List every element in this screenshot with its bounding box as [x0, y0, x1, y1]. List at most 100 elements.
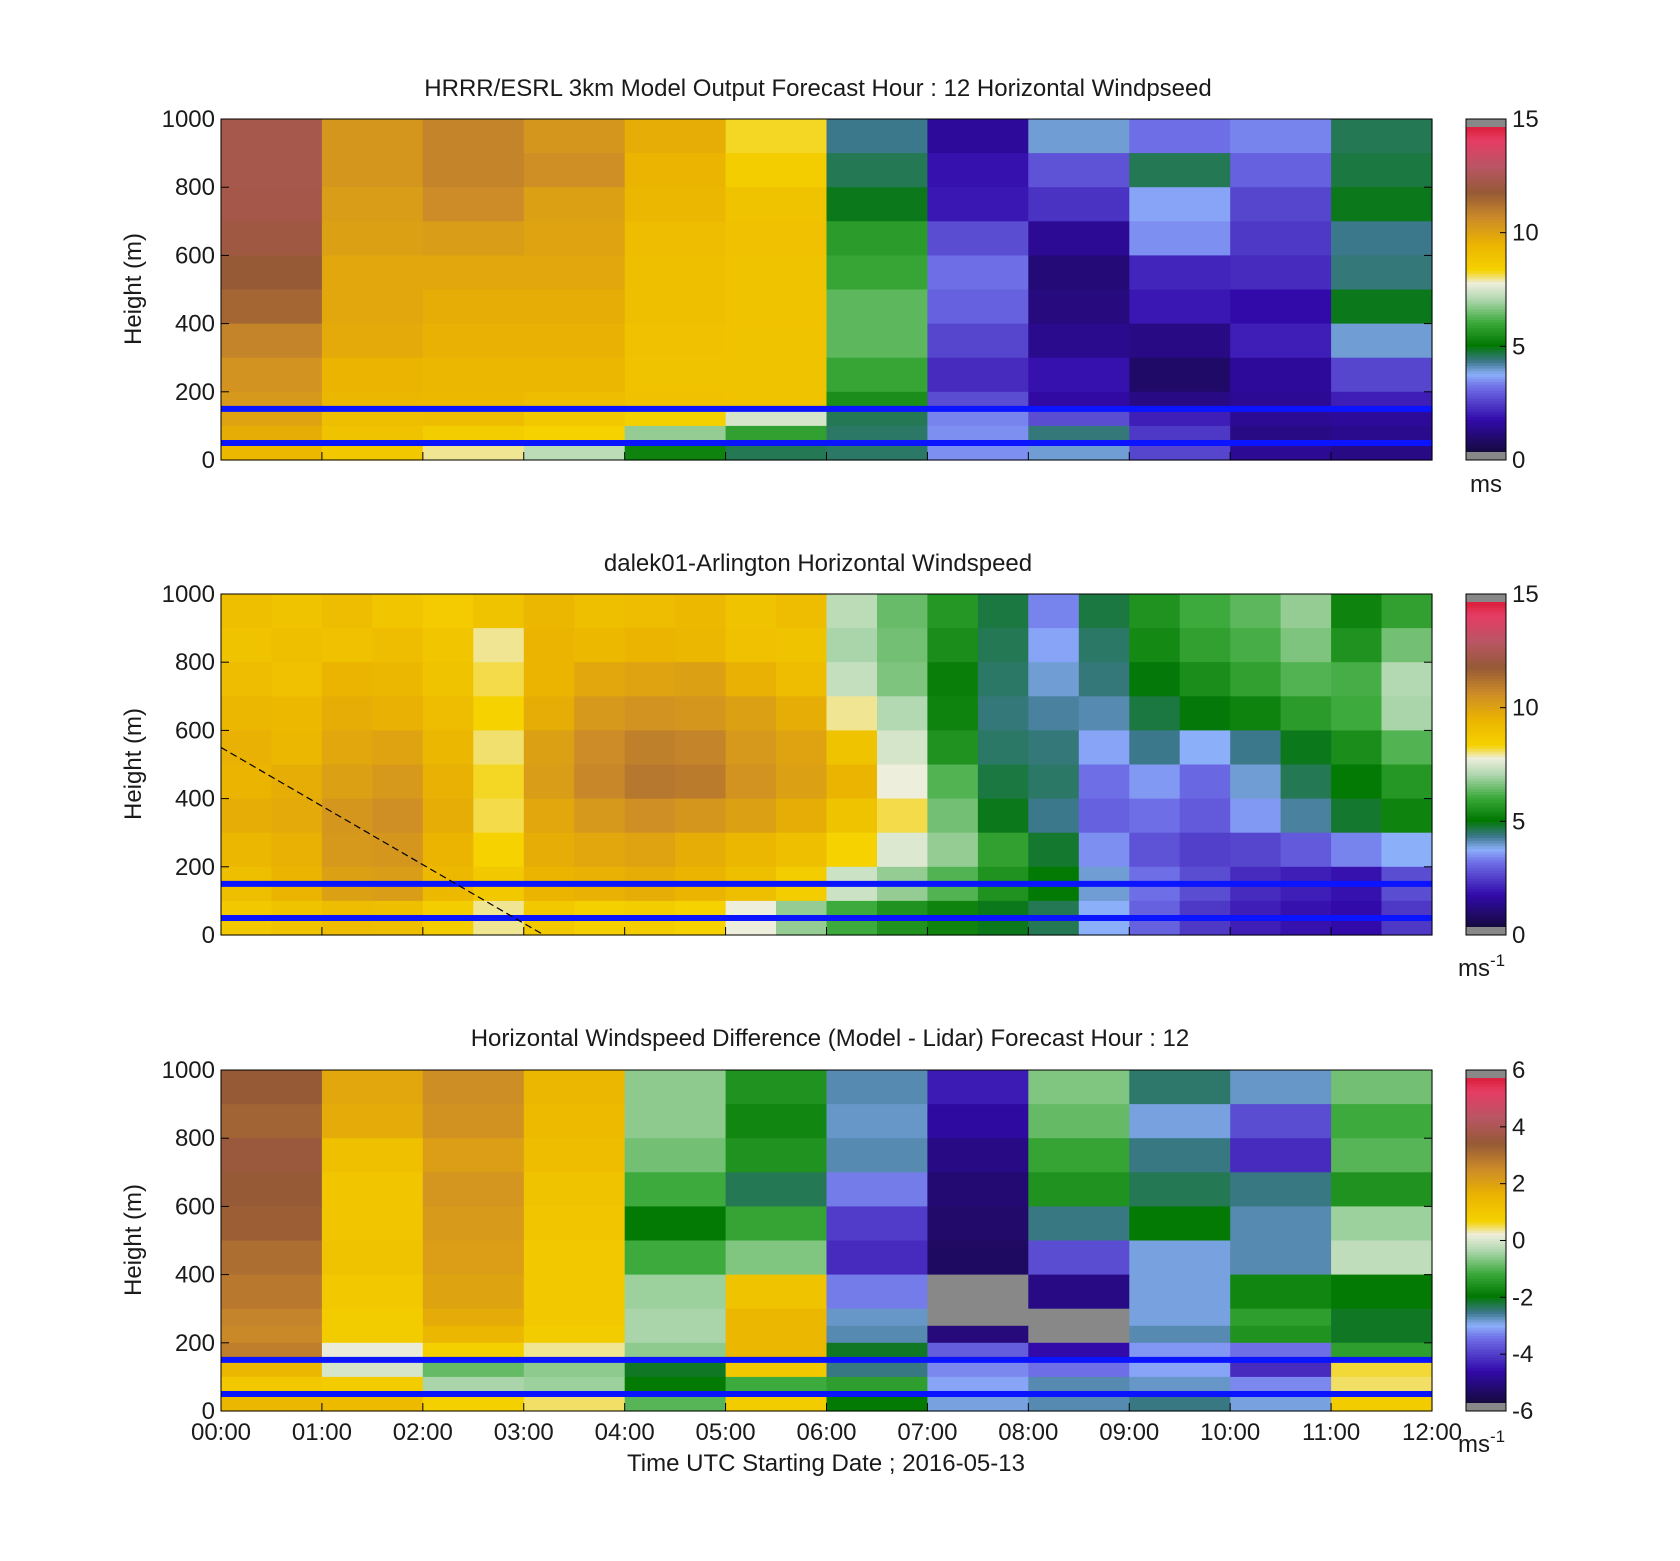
- heatmap-cell: [1230, 289, 1332, 325]
- colorbar-tick-label: 0: [1512, 922, 1525, 949]
- y-tick-label: 200: [175, 854, 215, 881]
- colorbar-segment: [1466, 1335, 1506, 1339]
- heatmap-cell: [826, 1376, 928, 1395]
- heatmap-cell: [1129, 1206, 1231, 1242]
- colorbar-segment: [1466, 767, 1506, 771]
- heatmap-cell: [473, 832, 525, 868]
- heatmap-cell: [221, 153, 323, 188]
- heatmap-cell: [877, 798, 929, 834]
- heatmap-cell: [1230, 594, 1282, 629]
- heatmap-cell: [422, 425, 525, 444]
- panel-difference-ylabel: Height (m): [120, 1184, 147, 1296]
- heatmap-cell: [927, 187, 1029, 222]
- colorbar-segment: [1466, 780, 1506, 785]
- heatmap-cell: [473, 628, 525, 663]
- colorbar-segment: [1466, 1129, 1506, 1133]
- colorbar-segment: [1466, 376, 1506, 380]
- colorbar-segment: [1466, 1294, 1506, 1298]
- colorbar-segment: [1466, 732, 1506, 736]
- heatmap-cell: [877, 832, 929, 868]
- colorbar-segment: [1466, 1275, 1506, 1279]
- heatmap-cell: [977, 730, 1029, 766]
- y-tick-label: 200: [175, 1330, 215, 1357]
- heatmap-cell: [1179, 832, 1231, 868]
- heatmap-cell: [826, 764, 878, 800]
- heatmap-cell: [1230, 1394, 1332, 1412]
- colorbar-segment: [1466, 343, 1506, 347]
- colorbar-segment: [1466, 1256, 1506, 1261]
- heatmap-cell: [422, 323, 525, 359]
- colorbar-segment: [1466, 1132, 1506, 1136]
- heatmap-cell: [1028, 662, 1080, 697]
- heatmap-cell: [523, 442, 626, 461]
- heatmap-cell: [675, 662, 727, 697]
- heatmap-cell: [826, 1359, 928, 1378]
- heatmap-cell: [1028, 1325, 1130, 1344]
- colorbar-segment: [1466, 229, 1506, 234]
- heatmap-cell: [1028, 1240, 1130, 1276]
- heatmap-cell: [1028, 1070, 1130, 1105]
- heatmap-cell: [422, 1240, 525, 1276]
- heatmap-cell: [826, 662, 878, 697]
- heatmap-cell: [1028, 221, 1130, 256]
- heatmap-cell: [725, 1394, 828, 1412]
- colorbar-segment: [1466, 621, 1506, 625]
- heatmap-cell: [675, 594, 727, 629]
- colorbar-segment: [1466, 292, 1506, 296]
- heatmap-cell: [624, 357, 727, 393]
- colorbar-segment: [1466, 791, 1506, 795]
- colorbar-segment: [1466, 251, 1506, 255]
- heatmap-cell: [776, 730, 828, 766]
- y-tick-label: 1000: [162, 106, 215, 133]
- colorbar-cap-bottom: [1466, 927, 1506, 935]
- colorbar-segment: [1466, 753, 1506, 757]
- y-tick-label: 200: [175, 379, 215, 406]
- colorbar-segment: [1466, 1099, 1506, 1103]
- heatmap-cell: [1230, 1206, 1332, 1242]
- heatmap-cell: [523, 1070, 626, 1105]
- heatmap-cell: [877, 764, 929, 800]
- heatmap-cell: [523, 1104, 626, 1139]
- colorbar-segment: [1466, 173, 1506, 177]
- colorbar-segment: [1466, 294, 1506, 299]
- colorbar-segment: [1466, 1159, 1506, 1163]
- colorbar-segment: [1466, 1237, 1506, 1242]
- heatmap-cell: [1331, 187, 1433, 222]
- colorbar-segment: [1466, 362, 1506, 366]
- heatmap-cell: [1129, 425, 1231, 444]
- heatmap-cell: [574, 832, 626, 868]
- heatmap-cell: [725, 255, 828, 291]
- y-tick-label: 0: [202, 447, 215, 474]
- heatmap-cell: [725, 662, 777, 697]
- colorbar-segment: [1466, 384, 1506, 388]
- x-tick-label: 02:00: [393, 1419, 453, 1446]
- heatmap-cell: [1028, 1376, 1130, 1395]
- colorbar-segment: [1466, 1208, 1506, 1212]
- panel-model-y-ticks: 0 200 400 600 800 1000: [162, 106, 1432, 474]
- colorbar-segment: [1466, 246, 1506, 250]
- heatmap-cell: [1078, 662, 1130, 697]
- colorbar-segment: [1466, 642, 1506, 646]
- colorbar-segment: [1466, 1338, 1506, 1342]
- colorbar-tick-label: 15: [1512, 581, 1539, 608]
- heatmap-cell: [1028, 764, 1080, 800]
- heatmap-cell: [826, 798, 878, 834]
- heatmap-cell: [321, 662, 373, 697]
- heatmap-cell: [321, 628, 373, 663]
- heatmap-cell: [1129, 628, 1181, 663]
- heatmap-cell: [321, 153, 424, 188]
- heatmap-cell: [624, 1070, 727, 1105]
- colorbar-segment: [1466, 1218, 1506, 1223]
- colorbar-segment: [1466, 1273, 1506, 1277]
- heatmap-cell: [1028, 832, 1080, 868]
- colorbar-segment: [1466, 411, 1506, 415]
- x-tick-label: 06:00: [796, 1419, 856, 1446]
- colorbar-segment: [1466, 910, 1506, 915]
- heatmap-cell: [1129, 153, 1231, 188]
- colorbar-segment: [1466, 156, 1506, 161]
- heatmap-cell: [1331, 798, 1383, 834]
- heatmap-cell: [221, 442, 323, 461]
- colorbar-frame: [1465, 593, 1507, 936]
- colorbar-segment: [1466, 378, 1506, 383]
- heatmap-cell: [1331, 628, 1383, 663]
